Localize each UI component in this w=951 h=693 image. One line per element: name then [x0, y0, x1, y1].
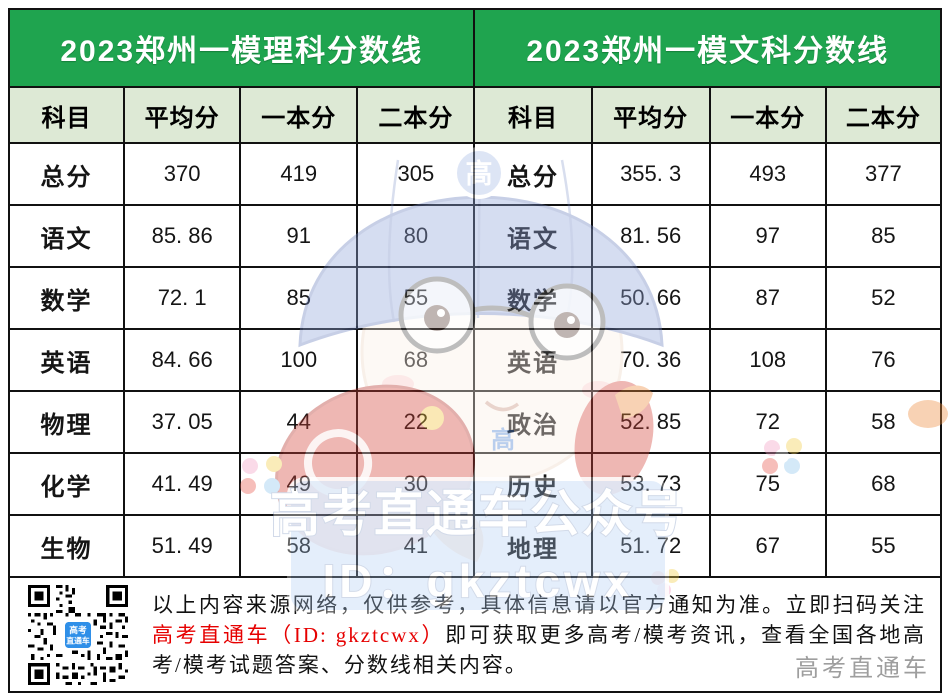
score-cell: 58: [824, 390, 943, 454]
subject-cell: 政治: [473, 390, 593, 454]
score-cell: 52. 85: [590, 390, 711, 454]
score-cell: 49: [239, 452, 359, 516]
score-cell: 72. 1: [123, 266, 242, 330]
subject-cell: 物理: [7, 390, 126, 454]
score-cell: 81. 56: [590, 204, 711, 268]
subject-cell: 生物: [7, 514, 126, 578]
score-cell: 76: [824, 328, 943, 392]
subject-cell: 数学: [7, 266, 126, 330]
score-cell: 37. 05: [123, 390, 242, 454]
table-row: 英语 84. 66 100 68 英语 70. 36 108 76: [7, 328, 943, 392]
score-cell: 58: [239, 514, 359, 578]
score-cell: 52: [824, 266, 943, 330]
score-cell: 55: [824, 514, 943, 578]
column-header-subject-right: 科目: [473, 86, 593, 144]
note-text-after: 即可获取更多高考/模考资讯，查看全国各地高考/模考试题答案、分数线相关内容。: [152, 622, 926, 677]
score-cell: 419: [239, 142, 359, 206]
score-cell: 377: [824, 142, 943, 206]
table-row: 语文 85. 86 91 80 语文 81. 56 97 85: [7, 204, 943, 268]
score-cell: 91: [239, 204, 359, 268]
footer: 高考 直通车 以上内容来源网络，仅供参考，具体信息请以官方通知为准。立即扫码关注…: [11, 579, 939, 690]
score-cell: 22: [356, 390, 476, 454]
qr-code: 高考 直通车: [28, 584, 128, 685]
score-cell: 87: [708, 266, 827, 330]
title-row: 2023郑州一模理科分数线 2023郑州一模文科分数线: [7, 8, 942, 88]
subject-cell: 化学: [7, 452, 126, 516]
table-row: 总分 370 419 305 总分 355. 3 493 377: [7, 142, 943, 206]
column-header-average-left: 平均分: [123, 86, 242, 144]
score-cell: 493: [708, 142, 827, 206]
score-cell: 41: [356, 514, 476, 578]
subject-cell: 英语: [473, 328, 593, 392]
score-cell: 370: [123, 142, 242, 206]
subject-cell: 语文: [7, 204, 126, 268]
score-cell: 41. 49: [123, 452, 242, 516]
left-table-title: 2023郑州一模理科分数线: [7, 8, 476, 88]
table-row: 物理 37. 05 44 22 政治 52. 85 72 58: [7, 390, 943, 454]
subject-cell: 总分: [473, 142, 593, 206]
brand-signature: 高考直通车: [795, 656, 930, 682]
column-header-tier1-left: 一本分: [239, 86, 359, 144]
score-cell: 80: [356, 204, 476, 268]
score-cell: 108: [708, 328, 827, 392]
column-header-tier2-left: 二本分: [356, 86, 476, 144]
score-cell: 84. 66: [123, 328, 242, 392]
score-sheet: 2023郑州一模理科分数线 2023郑州一模文科分数线 科目 平均分 一本分 二…: [7, 8, 943, 693]
score-cell: 51. 72: [590, 514, 711, 578]
score-cell: 97: [708, 204, 827, 268]
score-cell: 30: [356, 452, 476, 516]
qr-logo-text-line1: 高考: [69, 624, 87, 635]
note-text-before: 以上内容来源网络，仅供参考，具体信息请以官方通知为准。立即扫码关注: [152, 592, 926, 617]
qr-logo-text-line2: 直通车: [66, 635, 90, 645]
score-cell: 55: [356, 266, 476, 330]
score-cell: 68: [356, 328, 476, 392]
score-cell: 53. 73: [590, 452, 711, 516]
score-table: 2023郑州一模理科分数线 2023郑州一模文科分数线 科目 平均分 一本分 二…: [7, 8, 943, 693]
score-cell: 85: [824, 204, 943, 268]
column-header-subject-left: 科目: [7, 86, 126, 144]
score-cell: 70. 36: [590, 328, 711, 392]
column-header-average-right: 平均分: [590, 86, 711, 144]
subject-cell: 英语: [7, 328, 126, 392]
disclaimer-note: 以上内容来源网络，仅供参考，具体信息请以官方通知为准。立即扫码关注高考直通车（I…: [152, 590, 930, 680]
qr-center-logo: [63, 619, 93, 650]
score-cell: 51. 49: [123, 514, 242, 578]
score-cell: 85: [239, 266, 359, 330]
score-cell: 50. 66: [590, 266, 711, 330]
table-row: 化学 41. 49 49 30 历史 53. 73 75 68: [7, 452, 943, 516]
footer-row: 高考 直通车 以上内容来源网络，仅供参考，具体信息请以官方通知为准。立即扫码关注…: [8, 576, 942, 693]
subject-cell: 语文: [473, 204, 593, 268]
score-cell: 72: [708, 390, 827, 454]
score-cell: 100: [239, 328, 359, 392]
table-row: 数学 72. 1 85 55 数学 50. 66 87 52: [7, 266, 943, 330]
subject-cell: 数学: [473, 266, 593, 330]
column-header-row: 科目 平均分 一本分 二本分 科目 平均分 一本分 二本分: [7, 86, 943, 144]
score-cell: 68: [824, 452, 943, 516]
right-table-title: 2023郑州一模文科分数线: [473, 8, 942, 88]
table-row: 生物 51. 49 58 41 地理 51. 72 67 55: [7, 514, 943, 578]
note-text-highlight: 高考直通车（ID: gkztcwx）: [152, 622, 446, 647]
score-cell: 67: [708, 514, 827, 578]
subject-cell: 历史: [473, 452, 593, 516]
subject-cell: 地理: [473, 514, 593, 578]
column-header-tier2-right: 二本分: [824, 86, 943, 144]
score-cell: 44: [239, 390, 359, 454]
score-cell: 75: [708, 452, 827, 516]
column-header-tier1-right: 一本分: [708, 86, 827, 144]
score-cell: 85. 86: [123, 204, 242, 268]
subject-cell: 总分: [7, 142, 126, 206]
score-cell: 355. 3: [590, 142, 711, 206]
score-cell: 305: [356, 142, 476, 206]
